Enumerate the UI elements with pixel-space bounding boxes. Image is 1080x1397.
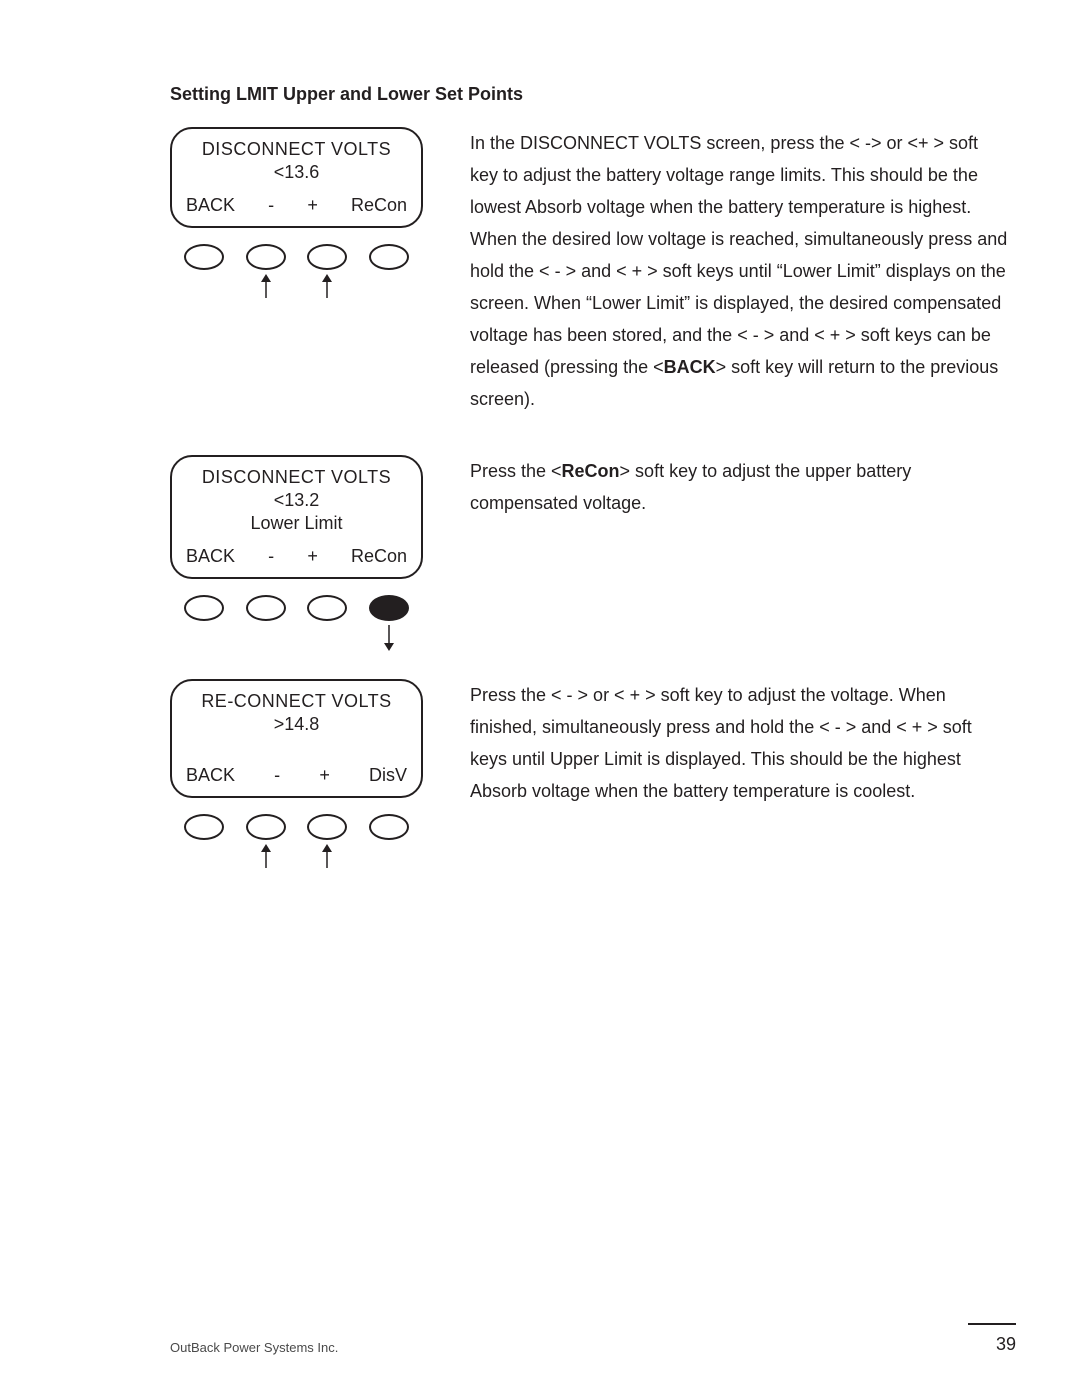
hw-button-1[interactable] (184, 595, 224, 621)
softkey-minus: - (268, 546, 274, 567)
para-3: Press the < - > or < + > soft key to adj… (470, 679, 1010, 807)
screen-title: DISCONNECT VOLTS (184, 467, 409, 488)
device-1-col: DISCONNECT VOLTS <13.6 BACK - + ReCon (170, 127, 470, 304)
hw-button-3[interactable] (307, 814, 347, 840)
hw-button-3[interactable] (307, 244, 347, 270)
row-2: DISCONNECT VOLTS <13.2 Lower Limit BACK … (170, 455, 1010, 655)
hw-button-4[interactable] (369, 595, 409, 621)
arrow-up-icon (260, 844, 272, 870)
row-3: RE-CONNECT VOLTS >14.8 BACK - + DisV (170, 679, 1010, 874)
softkey-recon: ReCon (351, 546, 407, 567)
hw-button-1[interactable] (184, 244, 224, 270)
device-3: RE-CONNECT VOLTS >14.8 BACK - + DisV (170, 679, 423, 874)
softkey-minus: - (268, 195, 274, 216)
device-2: DISCONNECT VOLTS <13.2 Lower Limit BACK … (170, 455, 423, 655)
page: Setting LMIT Upper and Lower Set Points … (0, 0, 1080, 874)
softkey-plus: + (319, 765, 330, 786)
arrow-up-icon (260, 274, 272, 300)
para2-a: Press the < (470, 461, 562, 481)
arrow-row (170, 625, 423, 655)
row-1: DISCONNECT VOLTS <13.6 BACK - + ReCon (170, 127, 1010, 415)
screen-2: DISCONNECT VOLTS <13.2 Lower Limit BACK … (170, 455, 423, 579)
hw-button-3[interactable] (307, 595, 347, 621)
hw-button-2[interactable] (246, 814, 286, 840)
softkey-plus: + (307, 546, 318, 567)
button-row (170, 814, 423, 840)
softkey-plus: + (307, 195, 318, 216)
screen-title: DISCONNECT VOLTS (184, 139, 409, 160)
softkey-minus: - (274, 765, 280, 786)
screen-1: DISCONNECT VOLTS <13.6 BACK - + ReCon (170, 127, 423, 228)
softkey-back: BACK (186, 765, 235, 786)
hw-button-2[interactable] (246, 244, 286, 270)
para3-text: Press the < - > or < + > soft key to adj… (470, 679, 1010, 807)
arrow-up-icon (321, 274, 333, 300)
screen-sub: Lower Limit (184, 513, 409, 534)
softkey-row: BACK - + ReCon (184, 546, 409, 567)
section-heading: Setting LMIT Upper and Lower Set Points (170, 84, 1010, 105)
button-row (170, 595, 423, 621)
para1-back: BACK (664, 357, 716, 377)
screen-3: RE-CONNECT VOLTS >14.8 BACK - + DisV (170, 679, 423, 798)
footer: OutBack Power Systems Inc. 39 (170, 1334, 1016, 1355)
softkey-back: BACK (186, 195, 235, 216)
device-1: DISCONNECT VOLTS <13.6 BACK - + ReCon (170, 127, 423, 304)
arrow-up-icon (321, 844, 333, 870)
para-1: In the DISCONNECT VOLTS screen, press th… (470, 127, 1010, 415)
softkey-row: BACK - + ReCon (184, 195, 409, 216)
footer-rule (968, 1323, 1016, 1325)
softkey-row: BACK - + DisV (184, 765, 409, 786)
device-3-col: RE-CONNECT VOLTS >14.8 BACK - + DisV (170, 679, 470, 874)
screen-value: <13.6 (184, 162, 409, 183)
arrow-down-icon (383, 625, 395, 651)
arrow-row (170, 844, 423, 874)
screen-value: <13.2 (184, 490, 409, 511)
hw-button-4[interactable] (369, 814, 409, 840)
screen-title: RE-CONNECT VOLTS (184, 691, 409, 712)
softkey-recon: ReCon (351, 195, 407, 216)
page-number: 39 (996, 1334, 1016, 1355)
para1-a: In the DISCONNECT VOLTS screen, press th… (470, 133, 1007, 377)
para-2: Press the <ReCon> soft key to adjust the… (470, 455, 1010, 519)
hw-button-2[interactable] (246, 595, 286, 621)
arrow-row (170, 274, 423, 304)
softkey-disv: DisV (369, 765, 407, 786)
softkey-back: BACK (186, 546, 235, 567)
button-row (170, 244, 423, 270)
footer-company: OutBack Power Systems Inc. (170, 1340, 338, 1355)
para2-recon: ReCon (562, 461, 620, 481)
hw-button-4[interactable] (369, 244, 409, 270)
hw-button-1[interactable] (184, 814, 224, 840)
device-2-col: DISCONNECT VOLTS <13.2 Lower Limit BACK … (170, 455, 470, 655)
screen-value: >14.8 (184, 714, 409, 735)
